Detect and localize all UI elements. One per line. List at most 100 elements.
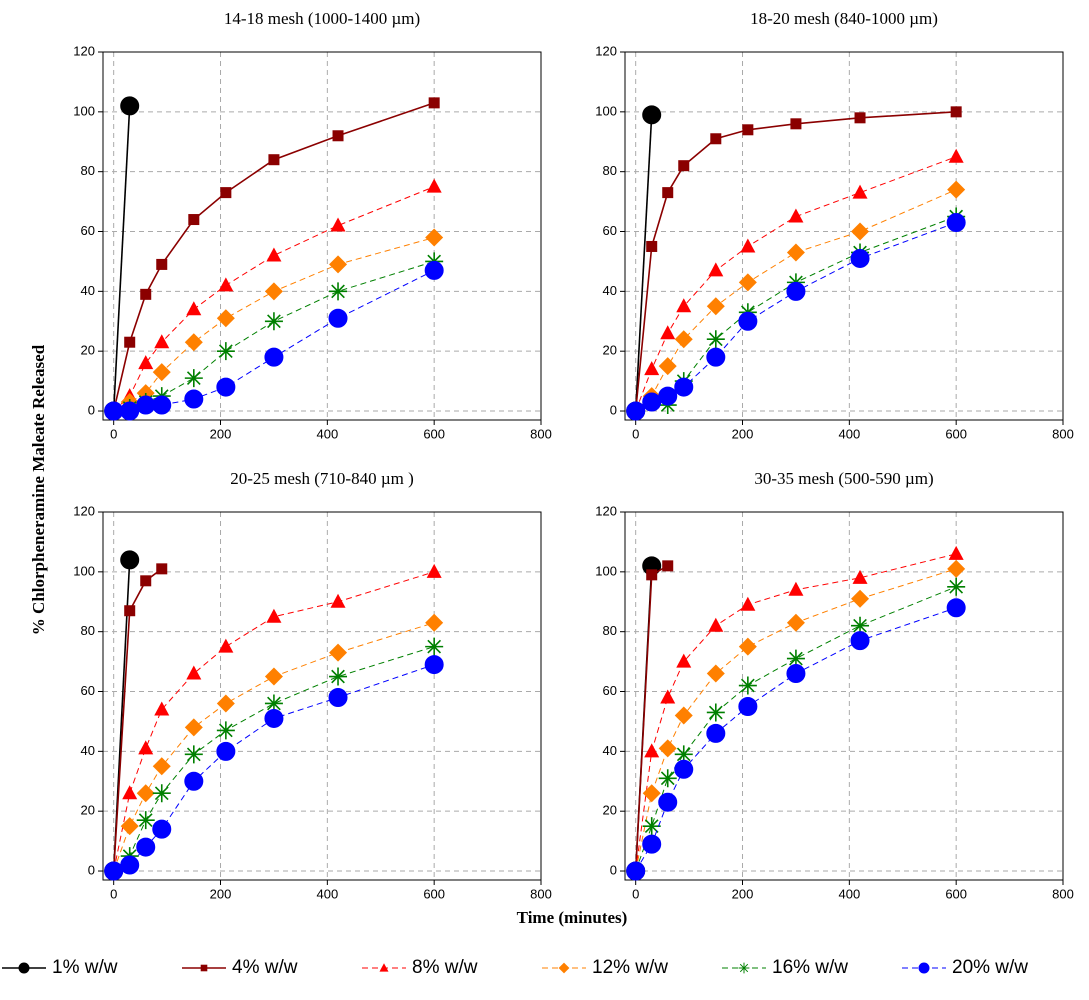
marker xyxy=(120,817,139,836)
marker xyxy=(740,238,756,253)
marker xyxy=(184,718,203,737)
marker xyxy=(186,665,202,680)
y-tick-label: 20 xyxy=(603,343,617,358)
marker xyxy=(329,282,348,301)
marker xyxy=(104,861,124,881)
marker xyxy=(626,861,646,881)
marker xyxy=(264,347,284,367)
marker xyxy=(642,817,661,836)
y-tick-label: 100 xyxy=(595,563,617,578)
y-tick-label: 20 xyxy=(81,803,95,818)
marker xyxy=(851,589,870,608)
marker xyxy=(852,569,868,584)
marker xyxy=(742,124,754,136)
marker xyxy=(152,757,171,776)
marker xyxy=(120,96,140,116)
marker xyxy=(738,273,757,292)
legend-label: 20% w/w xyxy=(952,957,1028,978)
marker xyxy=(947,559,966,578)
x-tick-label: 600 xyxy=(945,426,967,441)
marker xyxy=(266,608,282,623)
marker xyxy=(188,214,200,226)
marker xyxy=(329,255,348,274)
marker xyxy=(216,721,235,740)
marker xyxy=(706,723,726,743)
y-tick-label: 80 xyxy=(603,163,617,178)
marker xyxy=(740,596,756,611)
marker xyxy=(948,545,964,560)
y-tick-label: 40 xyxy=(603,743,617,758)
x-tick-label: 600 xyxy=(423,886,445,901)
y-tick-label: 100 xyxy=(595,103,617,118)
marker xyxy=(851,222,870,241)
y-tick-label: 80 xyxy=(603,623,617,638)
series-line xyxy=(112,105,131,412)
marker xyxy=(425,228,444,247)
marker xyxy=(658,386,678,406)
marker xyxy=(136,784,155,803)
series-line xyxy=(635,586,957,872)
marker xyxy=(264,667,283,686)
legend-label: 1% w/w xyxy=(52,957,118,978)
marker xyxy=(706,664,725,683)
marker xyxy=(425,637,444,656)
y-tick-label: 60 xyxy=(81,683,95,698)
marker xyxy=(184,369,203,388)
y-tick-label: 60 xyxy=(603,223,617,238)
x-tick-label: 200 xyxy=(210,886,232,901)
series-line xyxy=(635,607,957,872)
marker xyxy=(136,395,156,415)
plot-frame xyxy=(102,511,542,881)
marker xyxy=(851,616,870,635)
marker xyxy=(708,262,724,277)
y-tick-label: 80 xyxy=(81,163,95,178)
marker xyxy=(424,260,444,280)
marker xyxy=(660,689,676,704)
y-tick-label: 40 xyxy=(603,283,617,298)
marker xyxy=(152,784,171,803)
marker xyxy=(658,739,677,758)
marker xyxy=(946,213,966,233)
x-tick-label: 400 xyxy=(838,886,860,901)
marker xyxy=(788,208,804,223)
marker xyxy=(120,855,140,875)
marker xyxy=(328,687,348,707)
x-tick-label: 200 xyxy=(210,426,232,441)
y-tick-label: 0 xyxy=(88,402,95,417)
marker xyxy=(706,347,726,367)
marker xyxy=(786,613,805,632)
chart-title: 20-25 mesh (710-840 µm ) xyxy=(230,469,414,488)
y-tick-label: 0 xyxy=(610,402,617,417)
legend-marker xyxy=(558,962,570,974)
marker xyxy=(786,649,805,668)
marker xyxy=(426,563,442,578)
marker xyxy=(152,395,172,415)
marker xyxy=(678,160,690,172)
marker xyxy=(948,148,964,163)
marker xyxy=(154,334,170,349)
marker xyxy=(216,377,236,397)
marker xyxy=(658,357,677,376)
marker xyxy=(216,741,236,761)
marker xyxy=(216,342,235,361)
y-tick-label: 80 xyxy=(81,623,95,638)
x-tick-label: 200 xyxy=(732,886,754,901)
marker xyxy=(674,706,693,725)
marker xyxy=(662,560,674,572)
legend-marker xyxy=(738,962,750,974)
y-tick-label: 120 xyxy=(595,43,617,58)
marker xyxy=(674,759,694,779)
x-tick-label: 0 xyxy=(110,426,117,441)
marker xyxy=(184,745,203,764)
marker xyxy=(676,298,692,313)
marker xyxy=(124,336,136,348)
marker xyxy=(850,248,870,268)
marker xyxy=(646,240,658,252)
marker xyxy=(642,834,662,854)
series-line xyxy=(634,114,653,412)
marker xyxy=(644,743,660,758)
marker xyxy=(642,392,662,412)
y-tick-label: 100 xyxy=(73,563,95,578)
legend-label: 16% w/w xyxy=(772,957,848,978)
